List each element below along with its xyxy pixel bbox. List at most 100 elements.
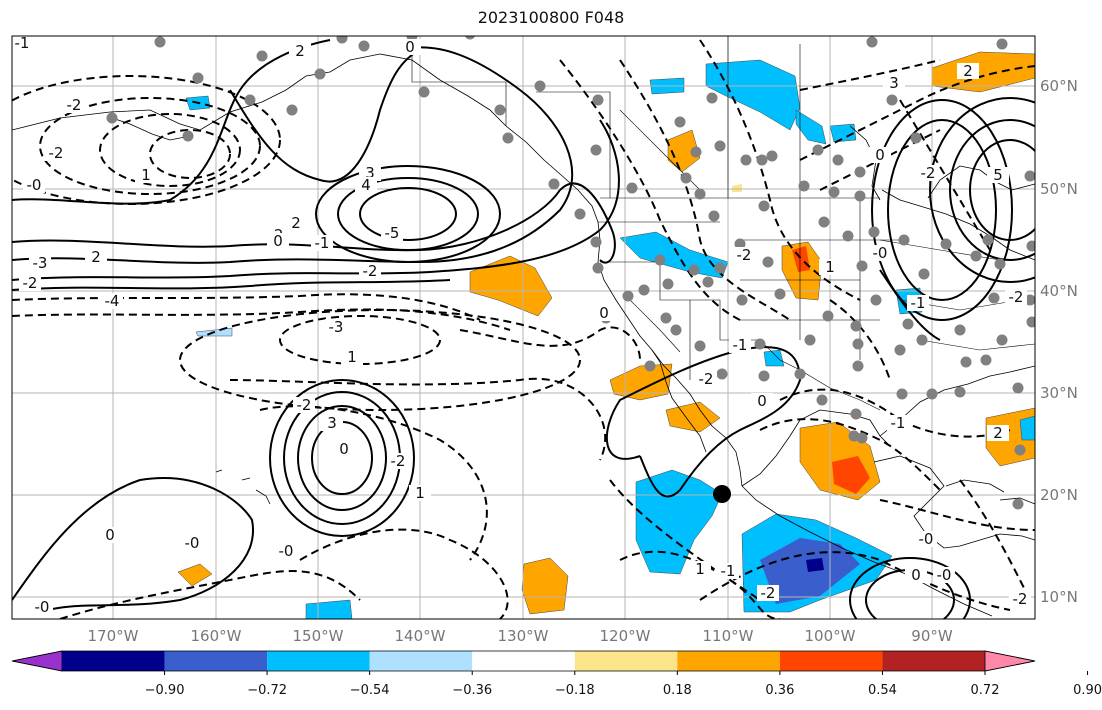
contour-label-bg bbox=[355, 177, 377, 193]
contour-label-bg bbox=[387, 453, 409, 469]
contour-label-bg bbox=[321, 415, 343, 431]
contour-label-bg bbox=[101, 293, 123, 309]
contour-label: 2 bbox=[291, 214, 301, 232]
station-dot bbox=[816, 394, 828, 406]
station-dot bbox=[982, 234, 994, 246]
station-dot bbox=[740, 154, 752, 166]
shade-blue bbox=[305, 599, 353, 619]
contour-label-bg bbox=[957, 63, 979, 79]
station-dot bbox=[970, 250, 982, 262]
station-dot bbox=[954, 386, 966, 398]
station-dot bbox=[954, 324, 966, 336]
station-dot bbox=[854, 166, 866, 178]
station-dot bbox=[708, 210, 720, 222]
gridlines bbox=[12, 36, 1035, 619]
contour-label: 2 bbox=[295, 42, 305, 60]
station-dot bbox=[758, 370, 770, 382]
colorbar-bin bbox=[779, 651, 883, 671]
station-dot bbox=[754, 338, 766, 350]
contour-label: 0 bbox=[273, 232, 283, 250]
station-dot bbox=[852, 338, 864, 350]
contour-label-bg bbox=[689, 561, 711, 577]
contour-label: 0 bbox=[339, 440, 349, 458]
contour-label: 4 bbox=[361, 176, 371, 194]
station-dot bbox=[336, 36, 348, 44]
colorbar-bin bbox=[164, 651, 268, 671]
contour-label: 2 bbox=[993, 424, 1003, 442]
contour-label: 0 bbox=[105, 526, 115, 544]
contour-label-bg bbox=[987, 425, 1009, 441]
shade-blue bbox=[619, 231, 729, 279]
contour-label: -1 bbox=[911, 294, 926, 312]
station-dot bbox=[674, 116, 686, 128]
contour-label-bg bbox=[181, 535, 203, 551]
station-dot bbox=[680, 172, 692, 184]
station-dot bbox=[714, 140, 726, 152]
contour-label: -2 bbox=[699, 370, 714, 388]
contour-label: -3 bbox=[329, 318, 344, 336]
station-dot bbox=[256, 50, 268, 62]
contour-label-bg bbox=[733, 247, 755, 263]
latitude-label: 10°N bbox=[1040, 588, 1078, 606]
station-dot bbox=[662, 278, 674, 290]
colorbar-bin bbox=[677, 651, 780, 671]
latitude-label: 60°N bbox=[1040, 77, 1078, 95]
map-frame bbox=[11, 35, 1036, 620]
contour-label-bg bbox=[751, 393, 773, 409]
station-dot bbox=[182, 130, 194, 142]
contour-label-bg bbox=[907, 295, 929, 311]
station-dot bbox=[988, 292, 1000, 304]
station-dot bbox=[654, 254, 666, 266]
station-dot bbox=[832, 154, 844, 166]
contour-label: 0 bbox=[599, 304, 609, 322]
station-dot bbox=[866, 36, 878, 48]
station-dot bbox=[688, 264, 700, 276]
station-dot bbox=[734, 238, 746, 250]
contour-label: -3 bbox=[33, 254, 48, 272]
contour-label-bg bbox=[45, 145, 67, 161]
station-dot bbox=[638, 284, 650, 296]
shade-dark-blue bbox=[806, 558, 824, 572]
longitude-label: 130°W bbox=[498, 627, 549, 645]
contour-label-bg bbox=[717, 563, 739, 579]
station-dot bbox=[996, 334, 1008, 346]
contour-label: 3 bbox=[365, 164, 375, 182]
station-dot bbox=[926, 388, 938, 400]
colorbar-bin bbox=[62, 651, 165, 671]
station-dot bbox=[766, 150, 778, 162]
contour-label: -1 bbox=[15, 34, 30, 52]
contour-label-bg bbox=[381, 225, 403, 241]
contour-label-bg bbox=[933, 567, 955, 583]
contour-label: -5 bbox=[385, 224, 400, 242]
contour-label-bg bbox=[289, 43, 311, 59]
longitude-label: 140°W bbox=[395, 627, 446, 645]
contour-label: -1 bbox=[721, 562, 736, 580]
contour-label: 1 bbox=[415, 484, 425, 502]
contour-label: -2 bbox=[737, 246, 752, 264]
longitude-label: 160°W bbox=[191, 627, 242, 645]
shade-blue bbox=[635, 469, 723, 575]
colorbar-tick-label: −0.90 bbox=[145, 683, 185, 698]
station-dot bbox=[592, 262, 604, 274]
station-dot bbox=[756, 154, 768, 166]
contour-label-bg bbox=[85, 249, 107, 265]
shade-blue bbox=[1019, 415, 1035, 441]
contour-label-bg bbox=[399, 39, 421, 55]
station-dot bbox=[670, 324, 682, 336]
shade-red bbox=[832, 456, 870, 494]
contour-label-bg bbox=[593, 305, 615, 321]
contour-labels: -120-2-2-0134-52-20-1-32-2-2-4-31-230-21… bbox=[12, 34, 1031, 616]
contour-label: -2 bbox=[363, 262, 378, 280]
contour-label-bg bbox=[359, 263, 381, 279]
shade-orange bbox=[665, 401, 721, 433]
longitude-labels: 170°W 160°W 150°W 140°W 130°W 120°W 110°W 100°W… bbox=[88, 627, 953, 645]
colorbar-tick-label: 0.18 bbox=[663, 683, 692, 698]
contour-label-bg bbox=[275, 543, 297, 559]
colorbar-tick-label: −0.18 bbox=[555, 683, 595, 698]
contour-label: -1 bbox=[891, 414, 906, 432]
contour-label-bg bbox=[19, 275, 41, 291]
station-dot bbox=[706, 92, 718, 104]
station-dot bbox=[694, 188, 706, 200]
station-dot bbox=[850, 320, 862, 332]
